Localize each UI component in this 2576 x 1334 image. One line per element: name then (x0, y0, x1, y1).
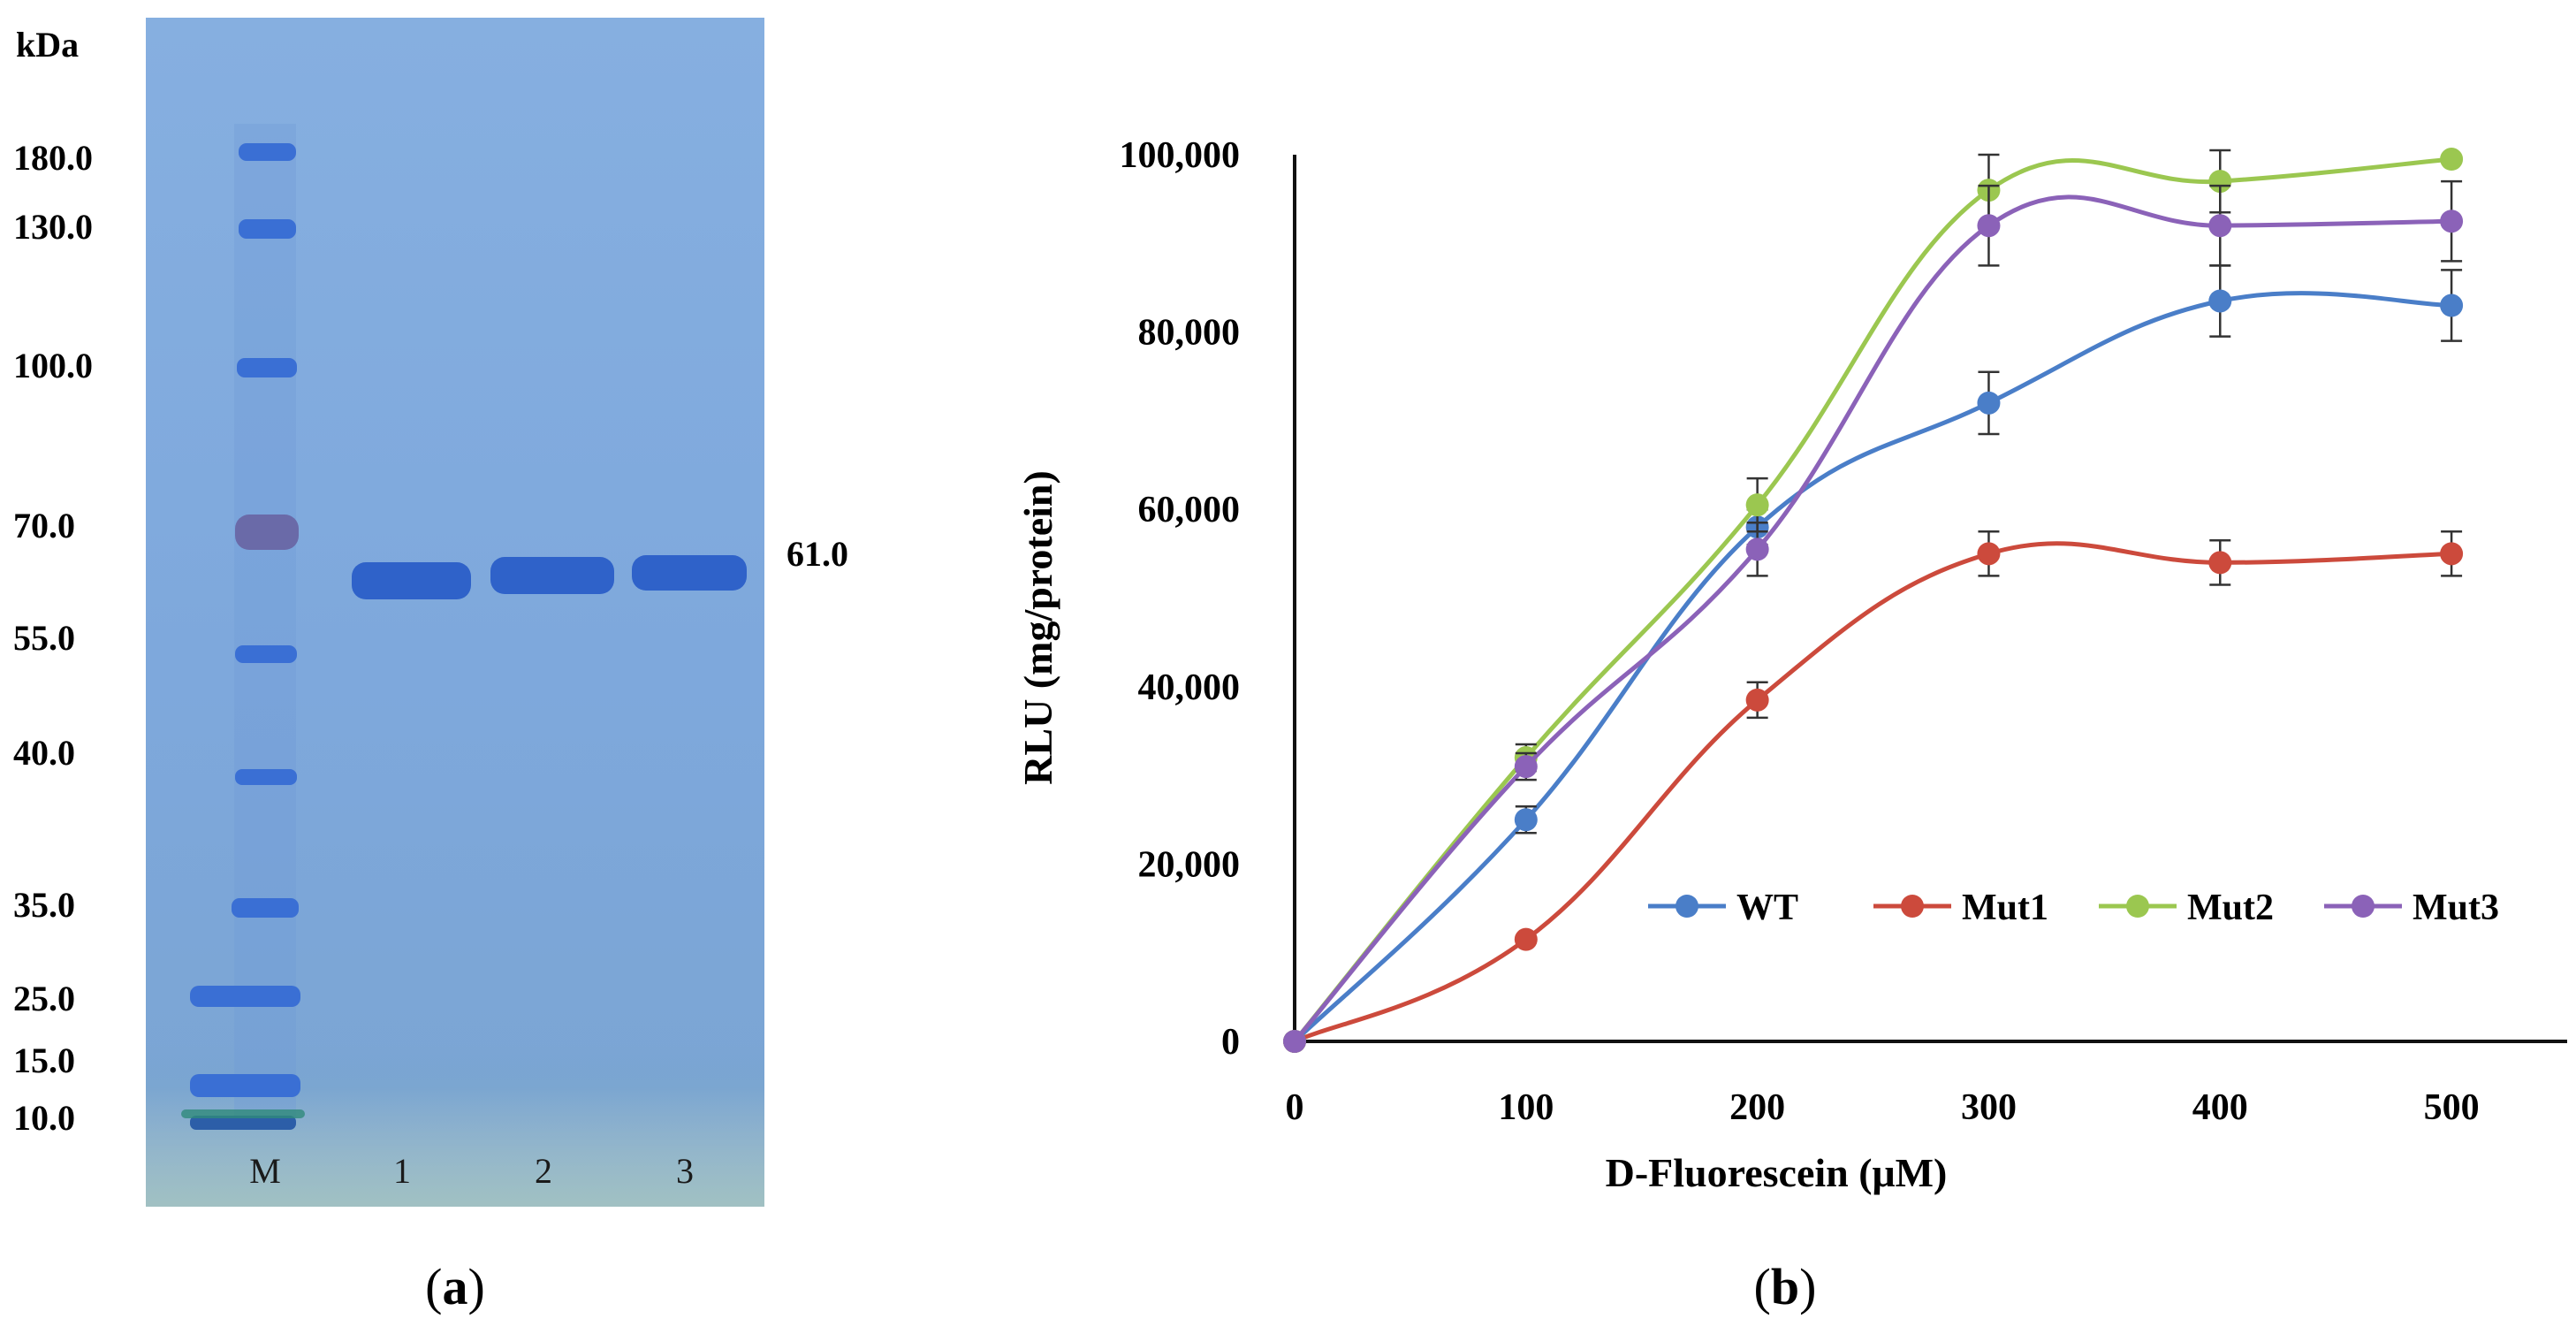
gel-image (146, 18, 764, 1207)
data-point (2440, 210, 2464, 233)
gel-unit-label: kDa (16, 25, 79, 65)
x-axis-label: D-Fluorescein (μM) (1606, 1150, 1948, 1195)
sample-band-lane-2 (490, 557, 614, 594)
data-point (2440, 542, 2464, 566)
y-tick-label: 0 (1221, 1022, 1240, 1063)
data-point (1745, 537, 1769, 561)
data-point (1745, 493, 1769, 517)
series-line (1293, 194, 2452, 1043)
marker-band-10 (190, 1116, 296, 1130)
series-layer (1283, 148, 2464, 1053)
panel-label-b: (b) (1754, 1258, 1817, 1315)
legend-marker (1901, 895, 1924, 918)
chart-legend: WT Mut1 Mut2 Mut3 (1648, 888, 2499, 928)
marker-label: 70.0 (13, 506, 75, 545)
data-point (1977, 391, 2001, 415)
band-size-label: 61.0 (786, 534, 848, 574)
marker-band-55 (235, 645, 297, 663)
legend-item-mut1: Mut1 (1873, 888, 2048, 928)
marker-label: 10.0 (13, 1098, 75, 1138)
data-point (2440, 293, 2464, 317)
legend-item-mut3: Mut3 (2324, 888, 2499, 928)
y-tick-labels: 0 20,000 40,000 60,000 80,000 100,000 (1120, 135, 1241, 1063)
chart-axes (1293, 155, 2567, 1043)
marker-band-180 (239, 143, 296, 161)
sample-band-lane-3 (632, 555, 747, 591)
legend-marker (2126, 895, 2149, 918)
data-point (2440, 148, 2464, 172)
marker-band-dye (181, 1109, 305, 1118)
data-point (2208, 170, 2232, 194)
data-point (1977, 542, 2001, 566)
y-tick-label: 20,000 (1138, 844, 1241, 885)
marker-band-130 (239, 219, 296, 239)
series-mut1 (1283, 530, 2464, 1053)
x-tick-label: 100 (1498, 1087, 1554, 1128)
marker-label: 15.0 (13, 1041, 75, 1080)
series-line (1293, 291, 2452, 1043)
marker-band-15 (190, 1074, 300, 1097)
marker-label: 180.0 (13, 138, 93, 178)
legend-label: Mut3 (2413, 888, 2499, 928)
x-tick-label: 300 (1961, 1087, 2017, 1128)
gel-panel: kDa 180.0 130.0 100 (13, 18, 848, 1315)
data-point (1514, 808, 1538, 832)
legend-item-wt: WT (1648, 888, 1798, 928)
lane-label-3: 3 (676, 1151, 694, 1191)
marker-lane-smear (234, 124, 296, 1123)
legend-marker (2352, 895, 2375, 918)
x-tick-label: 400 (2192, 1087, 2248, 1128)
series-mut2 (1283, 148, 2464, 1053)
lane-label-1: 1 (393, 1151, 411, 1191)
y-tick-label: 80,000 (1138, 313, 1241, 354)
marker-band-25 (190, 986, 300, 1007)
x-tick-label: 500 (2424, 1087, 2480, 1128)
y-axis-label: RLU (mg/protein) (1015, 470, 1060, 785)
x-tick-label: 0 (1286, 1087, 1304, 1128)
marker-label: 100.0 (13, 346, 93, 385)
marker-bands (181, 143, 305, 1130)
marker-label: 35.0 (13, 885, 75, 925)
legend-label: Mut1 (1962, 888, 2048, 928)
marker-labels: 180.0 130.0 100.0 70.0 55.0 40.0 35.0 25… (13, 138, 93, 1138)
legend-marker (1676, 895, 1698, 918)
panel-label-a: (a) (425, 1258, 485, 1315)
marker-band-70 (235, 515, 299, 550)
marker-label: 55.0 (13, 618, 75, 658)
sample-band-lane-1 (352, 562, 471, 599)
line-chart: 0 20,000 40,000 60,000 80,000 100,000 0 100 200… (1015, 135, 2567, 1315)
data-point (2208, 551, 2232, 575)
y-tick-label: 100,000 (1120, 135, 1241, 176)
lane-label-2: 2 (535, 1151, 552, 1191)
x-tick-labels: 0 100 200 300 400 500 (1286, 1087, 2480, 1128)
lane-labels: M 1 2 3 (249, 1151, 694, 1191)
y-tick-label: 40,000 (1138, 667, 1241, 708)
data-point (2208, 289, 2232, 313)
data-point (2208, 214, 2232, 238)
data-point (1283, 1030, 1306, 1053)
marker-band-100 (237, 358, 297, 377)
lane-label-m: M (249, 1151, 281, 1191)
marker-label: 130.0 (13, 207, 93, 247)
series-line (1293, 156, 2452, 1043)
series-wt (1283, 264, 2464, 1053)
data-point (1977, 214, 2001, 238)
data-point (1514, 755, 1538, 779)
series-line (1293, 541, 2452, 1044)
marker-band-35 (232, 898, 299, 918)
legend-label: WT (1736, 888, 1798, 928)
legend-item-mut2: Mut2 (2099, 888, 2274, 928)
series-mut3 (1283, 179, 2464, 1053)
x-tick-label: 200 (1729, 1087, 1785, 1128)
legend-label: Mut2 (2187, 888, 2274, 928)
data-point (1514, 927, 1538, 951)
data-point (1745, 688, 1769, 712)
y-tick-label: 60,000 (1138, 490, 1241, 530)
marker-label: 40.0 (13, 733, 75, 773)
marker-label: 25.0 (13, 979, 75, 1018)
marker-band-40 (235, 769, 297, 785)
sample-bands (352, 555, 747, 599)
